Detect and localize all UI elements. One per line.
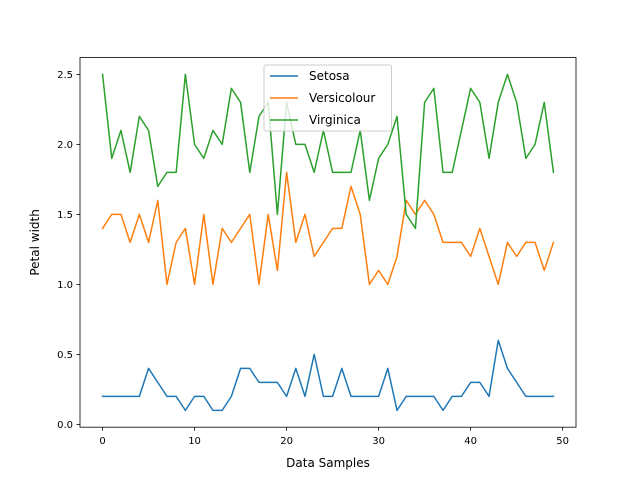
series-line-setosa xyxy=(101,339,555,412)
x-tick-label: 0 xyxy=(99,436,105,447)
y-axis-ticks: 0.0 0.5 1.0 1.5 2.0 2.5 xyxy=(57,70,80,431)
y-tick-label: 1.5 xyxy=(57,210,73,221)
x-axis-label: Data Samples xyxy=(286,456,370,470)
x-tick-label: 50 xyxy=(556,436,569,447)
legend-box xyxy=(263,64,392,132)
x-tick-label: 10 xyxy=(188,436,201,447)
legend-label-setosa: Setosa xyxy=(309,69,350,83)
series-line-virginica xyxy=(101,73,555,230)
y-tick-label: 0.5 xyxy=(57,350,73,361)
legend-label-versicolour: Versicolour xyxy=(309,91,375,105)
legend-label-virginica: Virginica xyxy=(309,113,361,127)
x-tick-label: 40 xyxy=(464,436,477,447)
x-tick-label: 30 xyxy=(372,436,385,447)
plot-frame xyxy=(79,57,577,428)
x-tick-label: 20 xyxy=(280,436,293,447)
legend: Setosa Versicolour Virginica xyxy=(263,64,392,132)
y-axis-label: Petal width xyxy=(28,209,42,275)
x-axis-ticks: 0 10 20 30 40 50 xyxy=(99,427,569,447)
y-tick-label: 0.0 xyxy=(57,420,73,431)
series-line-versicolour xyxy=(101,171,555,286)
y-tick-label: 2.5 xyxy=(57,70,73,81)
y-tick-label: 1.0 xyxy=(57,280,73,291)
y-tick-label: 2.0 xyxy=(57,140,73,151)
series-layer xyxy=(101,73,555,412)
